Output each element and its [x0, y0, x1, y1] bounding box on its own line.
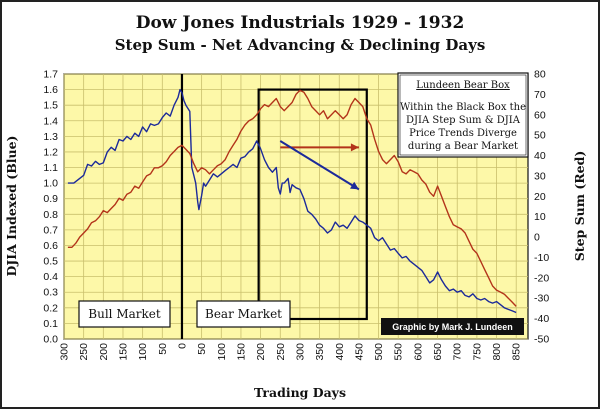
- x-tick-label: 250: [78, 343, 90, 361]
- y-right-tick-label: -50: [534, 334, 549, 346]
- y-left-tick-label: 0.4: [43, 271, 58, 283]
- y-right-tick-label: 60: [534, 109, 546, 121]
- box-title: Lundeen Bear Box: [416, 80, 510, 91]
- x-tick-label: 300: [294, 343, 306, 361]
- x-tick-label: 700: [452, 343, 464, 361]
- y-left-tick-label: 1.0: [43, 178, 58, 190]
- bear-box-layer: [257, 88, 368, 321]
- y-right-tick-label: 50: [534, 130, 546, 142]
- box-text-line-2: DJIA Step Sum & DJIA: [406, 115, 521, 126]
- x-tick-label: 750: [471, 343, 483, 361]
- lundeen-bear-box-legend: Lundeen Bear Box Within the Black Box th…: [397, 72, 529, 158]
- x-tick-label: 250: [275, 343, 287, 361]
- y-right-axis-ticks: -50 -40 -30 -20 -10 0 10 20 30 40 50 60 70 80: [534, 69, 549, 346]
- x-tick-label: 200: [255, 343, 267, 361]
- y-left-tick-label: 0.0: [43, 334, 58, 346]
- y-left-tick-label: 0.2: [43, 302, 58, 314]
- y-right-tick-label: 10: [534, 211, 546, 223]
- y-right-tick-label: 80: [534, 69, 546, 81]
- y-right-axis-label: Step Sum (Red): [572, 151, 587, 261]
- y-left-axis-label: DJIA Indexed (Blue): [4, 136, 19, 277]
- x-tick-label: 500: [373, 343, 385, 361]
- y-right-tick-label: 30: [534, 170, 546, 182]
- y-right-tick-label: -30: [534, 293, 549, 305]
- box-text-line-3: Price Trends Diverge: [409, 128, 517, 139]
- y-left-tick-label: 1.1: [43, 162, 58, 174]
- djia-indexed-line: [67, 88, 517, 314]
- y-right-tick-label: -20: [534, 272, 549, 284]
- y-right-tick-label: 70: [534, 89, 546, 101]
- arrow-head: [350, 181, 359, 190]
- x-tick-label: 200: [98, 343, 110, 361]
- y-left-tick-label: 1.6: [43, 84, 58, 96]
- y-left-tick-label: 1.3: [43, 131, 58, 143]
- y-left-tick-label: 0.8: [43, 209, 58, 221]
- x-tick-label: 600: [412, 343, 424, 361]
- x-tick-label: 0: [176, 343, 188, 349]
- y-right-tick-label: 40: [534, 150, 546, 162]
- y-right-tick-label: 20: [534, 191, 546, 203]
- box-text-line-4: during a Bear Market: [408, 141, 518, 152]
- y-left-tick-label: 0.5: [43, 256, 58, 268]
- x-tick-label: 100: [137, 343, 149, 361]
- x-tick-label: 400: [334, 343, 346, 361]
- y-left-tick-label: 0.7: [43, 224, 58, 236]
- x-tick-label: 150: [235, 343, 247, 361]
- step-sum-trend-arrow: [280, 143, 359, 152]
- y-left-axis-ticks: 0.0 0.1 0.2 0.3 0.4 0.5 0.6 0.7 0.8 0.9 1.0 1.1 1.2 1…: [43, 69, 58, 346]
- x-tick-label: 650: [432, 343, 444, 361]
- series-layer: [67, 88, 517, 314]
- y-right-tick-label: 0: [534, 232, 540, 244]
- credit-label: Graphic by Mark J. Lundeen: [381, 318, 524, 335]
- bear-market-label: Bear Market: [196, 300, 291, 328]
- x-tick-label: 100: [216, 343, 228, 361]
- x-axis-label: Trading Days: [254, 385, 346, 400]
- bear-box: [257, 88, 368, 321]
- trend-arrows: [279, 140, 360, 191]
- svg-text:Graphic by Mark J. Lundeen: Graphic by Mark J. Lundeen: [392, 322, 513, 332]
- x-tick-label: 50: [196, 343, 208, 355]
- djia-trend-arrow: [279, 140, 360, 191]
- x-axis-ticks: 300 250 200 150 100 50 0 50 100 150 200 250 300 350 40…: [59, 343, 523, 361]
- x-tick-label: 800: [491, 343, 503, 361]
- svg-text:Bull Market: Bull Market: [88, 307, 161, 321]
- bull-market-label: Bull Market: [78, 300, 171, 328]
- box-text-line-1: Within the Black Box the: [400, 102, 526, 113]
- y-left-tick-label: 1.7: [43, 69, 58, 81]
- x-tick-label: 350: [314, 343, 326, 361]
- y-left-tick-label: 0.3: [43, 287, 58, 299]
- x-tick-label: 50: [157, 343, 169, 355]
- chart-title: Dow Jones Industrials 1929 - 1932: [136, 13, 465, 33]
- y-left-tick-label: 0.6: [43, 240, 58, 252]
- step-sum-line: [67, 89, 517, 307]
- x-tick-label: 300: [59, 343, 71, 361]
- y-left-tick-label: 1.2: [43, 146, 58, 158]
- x-tick-label: 450: [353, 343, 365, 361]
- y-left-tick-label: 0.9: [43, 193, 58, 205]
- y-right-tick-label: -40: [534, 313, 549, 325]
- arrow-head: [350, 143, 359, 152]
- x-tick-label: 150: [117, 343, 129, 361]
- svg-text:Bear Market: Bear Market: [205, 307, 282, 321]
- x-tick-label: 550: [393, 343, 405, 361]
- y-left-tick-label: 1.5: [43, 100, 58, 112]
- arrow-shaft: [279, 140, 360, 191]
- chart-subtitle: Step Sum - Net Advancing & Declining Day…: [115, 36, 486, 54]
- y-left-tick-label: 0.1: [43, 318, 58, 330]
- x-tick-label: 850: [511, 343, 523, 361]
- y-right-tick-label: -10: [534, 252, 549, 264]
- y-left-tick-label: 1.4: [43, 115, 58, 127]
